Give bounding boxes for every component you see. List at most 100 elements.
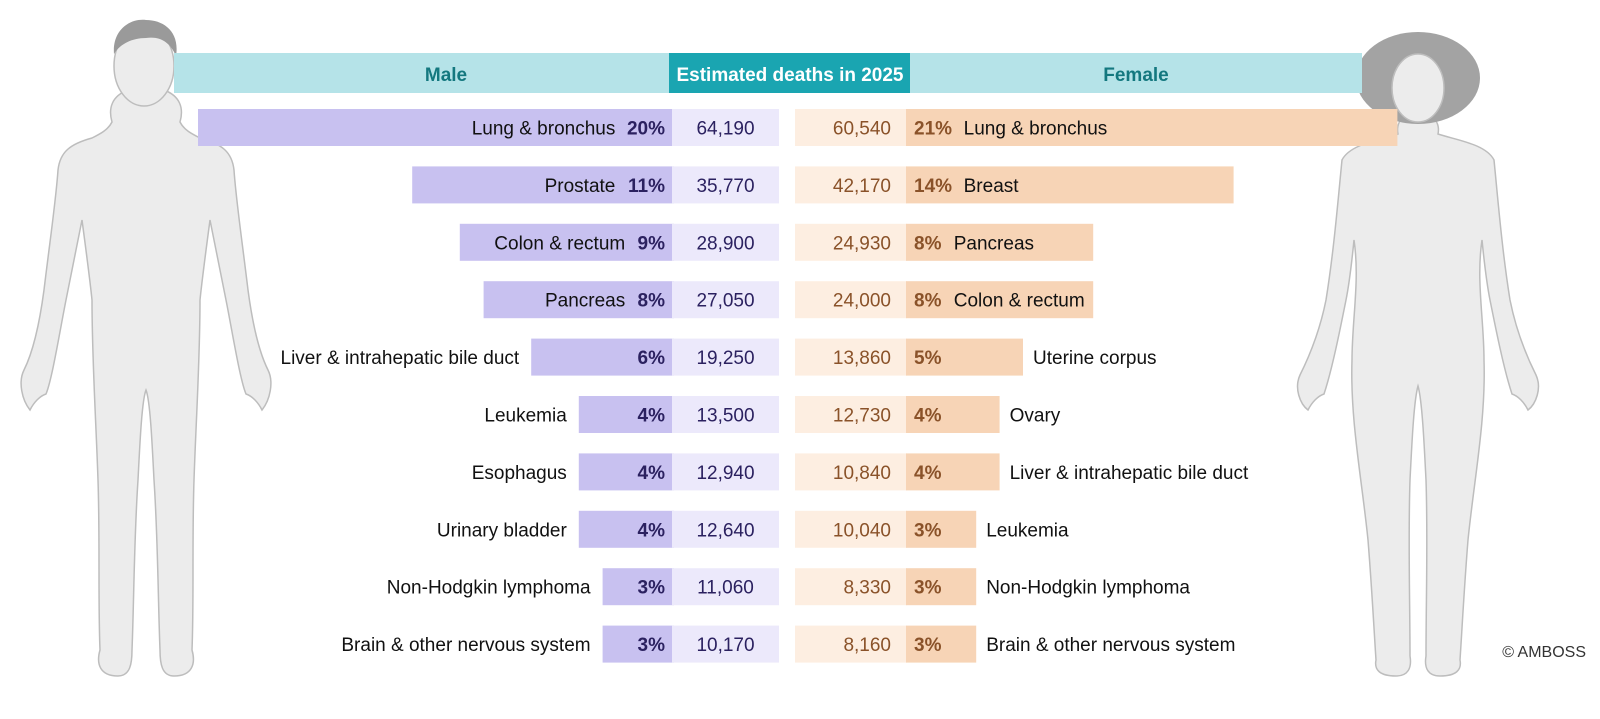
female-percent-label: 3%	[914, 520, 942, 541]
female-category-label: Non-Hodgkin lymphoma	[986, 578, 1190, 599]
female-percent-label: 3%	[914, 578, 942, 599]
male-count-cell	[672, 396, 779, 433]
center-header-band	[669, 53, 910, 93]
male-category-label: Brain & other nervous system	[341, 635, 590, 656]
female-percent-label: 4%	[914, 463, 942, 484]
male-category-label: Non-Hodgkin lymphoma	[387, 578, 591, 599]
female-bar	[906, 338, 1023, 376]
female-category-label: Breast	[964, 176, 1020, 197]
male-header-label: Male	[425, 65, 467, 86]
female-bar	[906, 396, 1000, 433]
female-head	[1391, 53, 1445, 123]
male-count-cell	[672, 281, 779, 319]
male-body-figure	[20, 19, 272, 677]
male-count-label: 19,250	[696, 348, 754, 369]
female-bar	[906, 223, 1094, 261]
center-header-label: Estimated deaths in 2025	[676, 65, 903, 86]
female-category-label: Lung & bronchus	[964, 119, 1108, 140]
female-body-silhouette	[1296, 107, 1540, 677]
female-category-label: Liver & intrahepatic bile duct	[1010, 463, 1249, 484]
male-bar	[459, 223, 674, 261]
male-count-cell	[672, 625, 779, 663]
male-header-band	[174, 53, 671, 93]
male-category-label: Leukemia	[484, 406, 567, 427]
copyright-notice: © AMBOSS	[1502, 644, 1586, 661]
male-category-label: Urinary bladder	[437, 520, 568, 541]
female-count-cell	[795, 338, 907, 376]
male-count-label: 27,050	[696, 291, 754, 312]
male-hair	[113, 19, 177, 56]
male-bar	[602, 568, 674, 606]
female-header-label: Female	[1103, 65, 1168, 86]
female-bar	[906, 109, 1398, 146]
female-bar	[906, 510, 977, 548]
male-bar	[578, 510, 674, 548]
male-bar	[412, 166, 674, 204]
male-count-label: 12,940	[696, 463, 754, 484]
female-count-cell	[795, 625, 907, 663]
male-count-cell	[672, 338, 779, 376]
male-percent-label: 9%	[638, 233, 666, 254]
male-percent-label: 3%	[638, 578, 666, 599]
male-bar	[578, 453, 674, 491]
male-percent-label: 3%	[638, 635, 666, 656]
male-count-label: 28,900	[696, 233, 754, 254]
female-category-label: Uterine corpus	[1033, 348, 1157, 369]
male-percent-label: 4%	[638, 520, 666, 541]
male-category-label: Lung & bronchus	[472, 119, 616, 140]
female-percent-label: 8%	[914, 291, 942, 312]
female-category-label: Colon & rectum	[954, 291, 1085, 312]
female-percent-label: 21%	[914, 119, 952, 140]
female-count-cell	[795, 453, 907, 491]
male-category-label: Pancreas	[545, 291, 625, 312]
chart-rows: 64,190 20% Lung & bronchus 60,540 21% Lung & …	[198, 109, 1398, 663]
female-bar	[906, 166, 1234, 204]
female-count-label: 13,860	[833, 348, 891, 369]
male-count-label: 64,190	[696, 119, 754, 140]
female-count-label: 24,930	[833, 233, 891, 254]
male-bar	[483, 281, 674, 319]
male-percent-label: 20%	[627, 119, 665, 140]
female-count-label: 10,840	[833, 463, 891, 484]
female-count-cell	[795, 568, 907, 606]
female-count-label: 10,040	[833, 520, 891, 541]
male-count-label: 13,500	[696, 406, 754, 427]
male-count-cell	[672, 223, 779, 261]
female-count-label: 24,000	[833, 291, 891, 312]
female-percent-label: 3%	[914, 635, 942, 656]
male-category-label: Esophagus	[472, 463, 567, 484]
female-category-label: Brain & other nervous system	[986, 635, 1235, 656]
female-count-cell	[795, 166, 907, 204]
female-body-figure	[1296, 32, 1540, 677]
male-percent-label: 8%	[638, 291, 666, 312]
male-count-label: 35,770	[696, 176, 754, 197]
male-category-label: Prostate	[545, 176, 616, 197]
female-count-label: 42,170	[833, 176, 891, 197]
male-category-label: Colon & rectum	[494, 233, 625, 254]
female-count-cell	[795, 281, 907, 319]
male-count-cell	[672, 166, 779, 204]
male-count-cell	[672, 109, 779, 146]
female-category-label: Ovary	[1010, 406, 1061, 427]
female-percent-label: 8%	[914, 233, 942, 254]
female-bar	[906, 625, 977, 663]
female-percent-label: 14%	[914, 176, 952, 197]
male-percent-label: 11%	[628, 176, 665, 197]
male-count-label: 12,640	[696, 520, 754, 541]
male-bar	[578, 396, 674, 433]
male-count-label: 10,170	[696, 635, 754, 656]
female-count-label: 8,330	[843, 578, 891, 599]
male-count-cell	[672, 453, 779, 491]
female-percent-label: 5%	[914, 348, 942, 369]
female-count-label: 60,540	[833, 119, 891, 140]
male-count-cell	[672, 510, 779, 548]
female-count-label: 8,160	[843, 635, 891, 656]
female-percent-label: 4%	[914, 406, 942, 427]
male-count-label: 11,060	[697, 578, 754, 599]
female-bar	[906, 281, 1094, 319]
male-percent-label: 6%	[638, 348, 666, 369]
female-count-cell	[795, 109, 907, 146]
female-count-label: 12,730	[833, 406, 891, 427]
male-category-label: Liver & intrahepatic bile duct	[281, 348, 520, 369]
